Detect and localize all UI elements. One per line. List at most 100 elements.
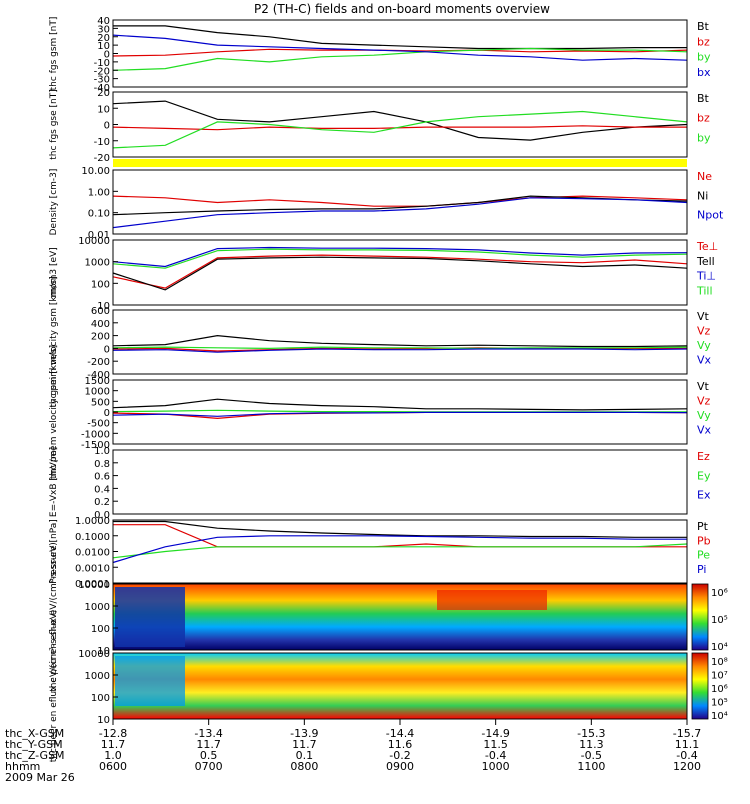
colorbar	[691, 583, 709, 651]
panel-2	[112, 91, 688, 158]
colorbar-tick-label: 10⁵	[711, 698, 728, 709]
legend-Ez: Ez	[697, 450, 710, 463]
y-axis-label: thc fgs gsm [nT]	[49, 17, 59, 91]
x-axis-row-label: 2009 Mar 26	[5, 771, 75, 784]
plot-title: P2 (TH-C) fields and on-board moments ov…	[254, 2, 550, 16]
y-axis-label: thc peer en eflux eV/(cm²-s-sr-eV)	[49, 610, 59, 763]
series-line-Ni	[112, 195, 688, 216]
x-tick-gsm-z: 0.5	[200, 749, 218, 762]
y-tick-label: 0.0001	[75, 579, 110, 590]
y-tick-label: 1000	[85, 602, 110, 613]
legend-by: by	[697, 51, 711, 64]
y-tick-label: 0	[104, 121, 110, 132]
x-tick-gsm-z: 0.1	[296, 749, 314, 762]
y-tick-label: 10.00	[81, 166, 110, 177]
x-axis-row-label: thc_Y-GSM	[5, 738, 63, 751]
x-tick-gsm-z: -0.4	[485, 749, 506, 762]
legend-Ne: Ne	[697, 170, 712, 183]
x-tick-gsm-y: 11.6	[388, 738, 413, 751]
legend-Pi: Pi	[697, 563, 706, 576]
y-tick-label: -10	[94, 58, 110, 69]
legend-Bt: Bt	[697, 20, 710, 33]
x-tick-gsm-x: -14.4	[386, 727, 414, 740]
panel-6	[112, 379, 688, 445]
x-tick-gsm-x: -13.9	[290, 727, 318, 740]
legend-Ey: Ey	[697, 469, 711, 482]
series-line-Ne	[112, 195, 688, 207]
y-tick-label: 1.0	[94, 446, 110, 457]
legend-Ti⊥: Ti⊥	[696, 270, 716, 283]
y-tick-label: 1000	[85, 258, 110, 269]
panel-4	[112, 239, 688, 306]
colorbar-tick-label: 10⁷	[711, 671, 728, 682]
panel-frame	[112, 519, 688, 584]
series-line-Te⊥	[112, 254, 688, 289]
series-line-Pi	[112, 535, 687, 564]
colorbar	[691, 652, 709, 720]
y-tick-label: -200	[87, 357, 110, 368]
x-tick-time: 1200	[673, 760, 701, 773]
y-axis-label: E=-VxB [mV/m]	[49, 447, 59, 517]
colorbar-tick-label: 10⁸	[711, 657, 728, 668]
y-tick-label: -10	[94, 137, 110, 148]
spectrogram	[113, 653, 687, 719]
y-tick-label: 40	[97, 16, 110, 27]
y-axis-label: thc peem velocity gsm [km/s]	[49, 345, 59, 479]
legend-Vz: Vz	[697, 325, 711, 338]
series-line-bx	[112, 34, 688, 61]
legend-bx: bx	[697, 66, 711, 79]
spectrogram-low-flux-region	[115, 656, 185, 706]
y-tick-label: 10000	[78, 580, 110, 591]
legend-Vt: Vt	[697, 380, 710, 393]
y-axis-label: thc peim velocity gsm [km/s]	[49, 276, 59, 407]
y-tick-label: -1000	[81, 429, 110, 440]
y-tick-label: -1500	[81, 440, 110, 451]
y-tick-label: 1000	[85, 387, 110, 398]
panel-frame	[112, 239, 688, 306]
series-line-Npot	[112, 197, 688, 229]
x-tick-gsm-y: 11.5	[483, 738, 508, 751]
y-axis-label: Pressure [nPa]	[49, 519, 59, 584]
y-tick-label: 1.00	[88, 187, 110, 198]
x-tick-gsm-z: -0.2	[389, 749, 410, 762]
panel-5	[112, 309, 688, 375]
no-data-band	[113, 159, 687, 167]
y-tick-label: -20	[94, 153, 110, 164]
series-line-Bt	[113, 25, 687, 50]
panel-10	[112, 652, 709, 720]
x-tick-time: 0800	[290, 760, 318, 773]
spectrogram	[113, 584, 687, 650]
y-tick-label: 10	[97, 104, 110, 115]
x-tick-time: 0700	[195, 760, 223, 773]
x-tick-gsm-x: -15.7	[673, 727, 701, 740]
y-tick-label: 100	[91, 693, 110, 704]
x-tick-gsm-z: 1.0	[104, 749, 122, 762]
legend-bz: bz	[697, 112, 710, 125]
series-line-Ti⊥	[112, 246, 688, 268]
y-tick-label: 0.10	[88, 209, 110, 220]
panel-frame	[112, 449, 688, 515]
y-tick-label: 0.0010	[75, 563, 110, 574]
y-tick-label: 0	[104, 50, 110, 61]
legend-Pe: Pe	[697, 549, 710, 562]
panel-1	[112, 19, 688, 88]
legend-Vx: Vx	[697, 424, 712, 437]
x-axis-row-label: hhmm	[5, 760, 40, 773]
series-line-by	[112, 47, 688, 71]
series-line-Vt	[112, 334, 688, 348]
legend-Vt: Vt	[697, 310, 710, 323]
panel-3	[112, 169, 688, 235]
y-tick-label: 0.1000	[75, 532, 110, 543]
y-axis-label: mom3 [eV]	[49, 247, 59, 297]
y-tick-label: 0.0	[94, 510, 110, 521]
y-axis-label: thc fgs gse [nT]	[49, 89, 59, 160]
y-axis-label: Density [cm-3]	[49, 169, 59, 236]
panel-7	[112, 449, 688, 515]
legend-Pt: Pt	[697, 520, 709, 533]
legend-Npot: Npot	[697, 209, 724, 222]
y-tick-label: 0.2	[94, 497, 110, 508]
y-tick-label: 10	[97, 41, 110, 52]
legend-Bt: Bt	[697, 92, 710, 105]
